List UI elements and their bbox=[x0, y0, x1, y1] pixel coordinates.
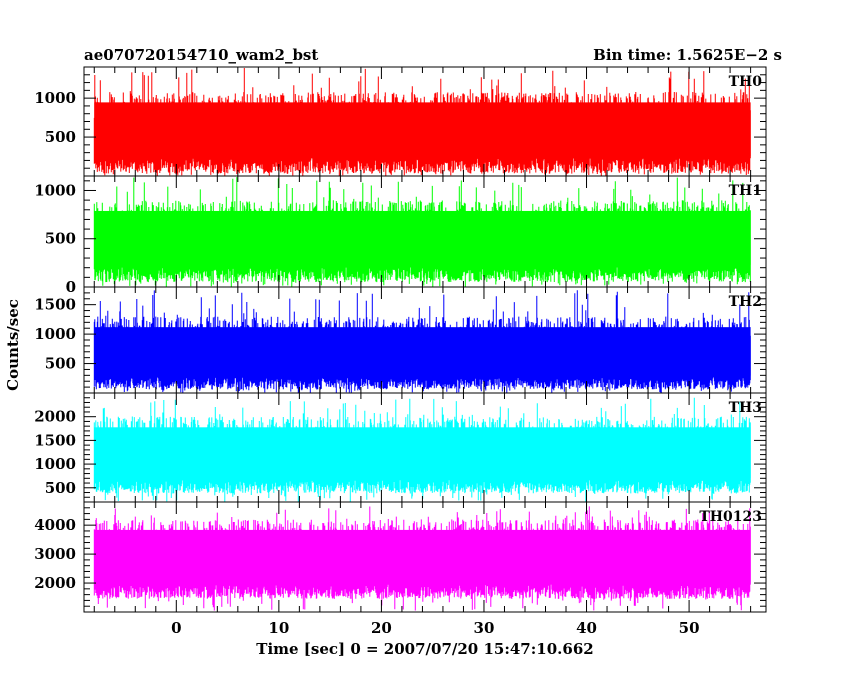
y-tick-label: 500 bbox=[45, 355, 76, 373]
panel-label-th0: TH0 bbox=[729, 74, 763, 90]
y-tick-label: 4000 bbox=[34, 516, 76, 534]
y-tick-label: 1500 bbox=[34, 296, 76, 314]
y-tick-label: 3000 bbox=[34, 545, 76, 563]
x-tick-label: 50 bbox=[679, 619, 700, 637]
x-axis-label: Time [sec] 0 = 2007/07/20 15:47:10.662 bbox=[256, 640, 593, 658]
y-tick-label: 1500 bbox=[34, 431, 76, 449]
panel-label-th2: TH2 bbox=[729, 294, 762, 310]
y-tick-label: 2000 bbox=[34, 574, 76, 592]
y-tick-label: 2000 bbox=[34, 408, 76, 426]
x-tick-label: 20 bbox=[371, 619, 392, 637]
y-tick-label: 1000 bbox=[34, 325, 76, 343]
x-tick-label: 40 bbox=[576, 619, 597, 637]
panel-th2: 500 1000 1500 TH2 bbox=[34, 286, 767, 394]
panel-th1: 0 500 1000 TH1 bbox=[34, 175, 767, 296]
series-core-th0 bbox=[94, 102, 751, 156]
y-tick-label: 1000 bbox=[34, 181, 76, 199]
series-core-th0123 bbox=[94, 529, 751, 583]
series-core-th1 bbox=[94, 210, 751, 265]
chart-title-left: ae070720154710_wam2_bst bbox=[84, 46, 318, 64]
y-tick-label: 1000 bbox=[34, 455, 76, 473]
panel-label-th1: TH1 bbox=[729, 183, 762, 199]
panel-th0: 500 1000 TH0 bbox=[34, 66, 767, 177]
panel-label-th3: TH3 bbox=[729, 400, 762, 416]
x-tick-label: 30 bbox=[474, 619, 495, 637]
panel-frame bbox=[83, 501, 767, 613]
y-tick-label: 500 bbox=[45, 230, 76, 248]
x-tick-label: 0 bbox=[171, 619, 181, 637]
panel-th0123: 2000 3000 4000 TH0123 bbox=[34, 501, 767, 613]
x-tick-label: 10 bbox=[268, 619, 289, 637]
y-tick-label: 500 bbox=[45, 128, 76, 146]
labels-layer: ae070720154710_wam2_bst Bin time: 1.5625… bbox=[4, 46, 782, 658]
y-axis-label: Counts/sec bbox=[4, 299, 22, 391]
y-tick-label: 0 bbox=[66, 278, 76, 296]
series-core-th2 bbox=[94, 327, 751, 376]
y-tick-label: 1000 bbox=[34, 89, 76, 107]
panel-label-th0123: TH0123 bbox=[699, 509, 762, 525]
y-tick-label: 500 bbox=[45, 479, 76, 497]
chart-title-right: Bin time: 1.5625E−2 s bbox=[593, 46, 782, 64]
series-core-th3 bbox=[94, 427, 751, 478]
panel-th3: 500 1000 1500 2000 TH3 bbox=[34, 392, 767, 503]
